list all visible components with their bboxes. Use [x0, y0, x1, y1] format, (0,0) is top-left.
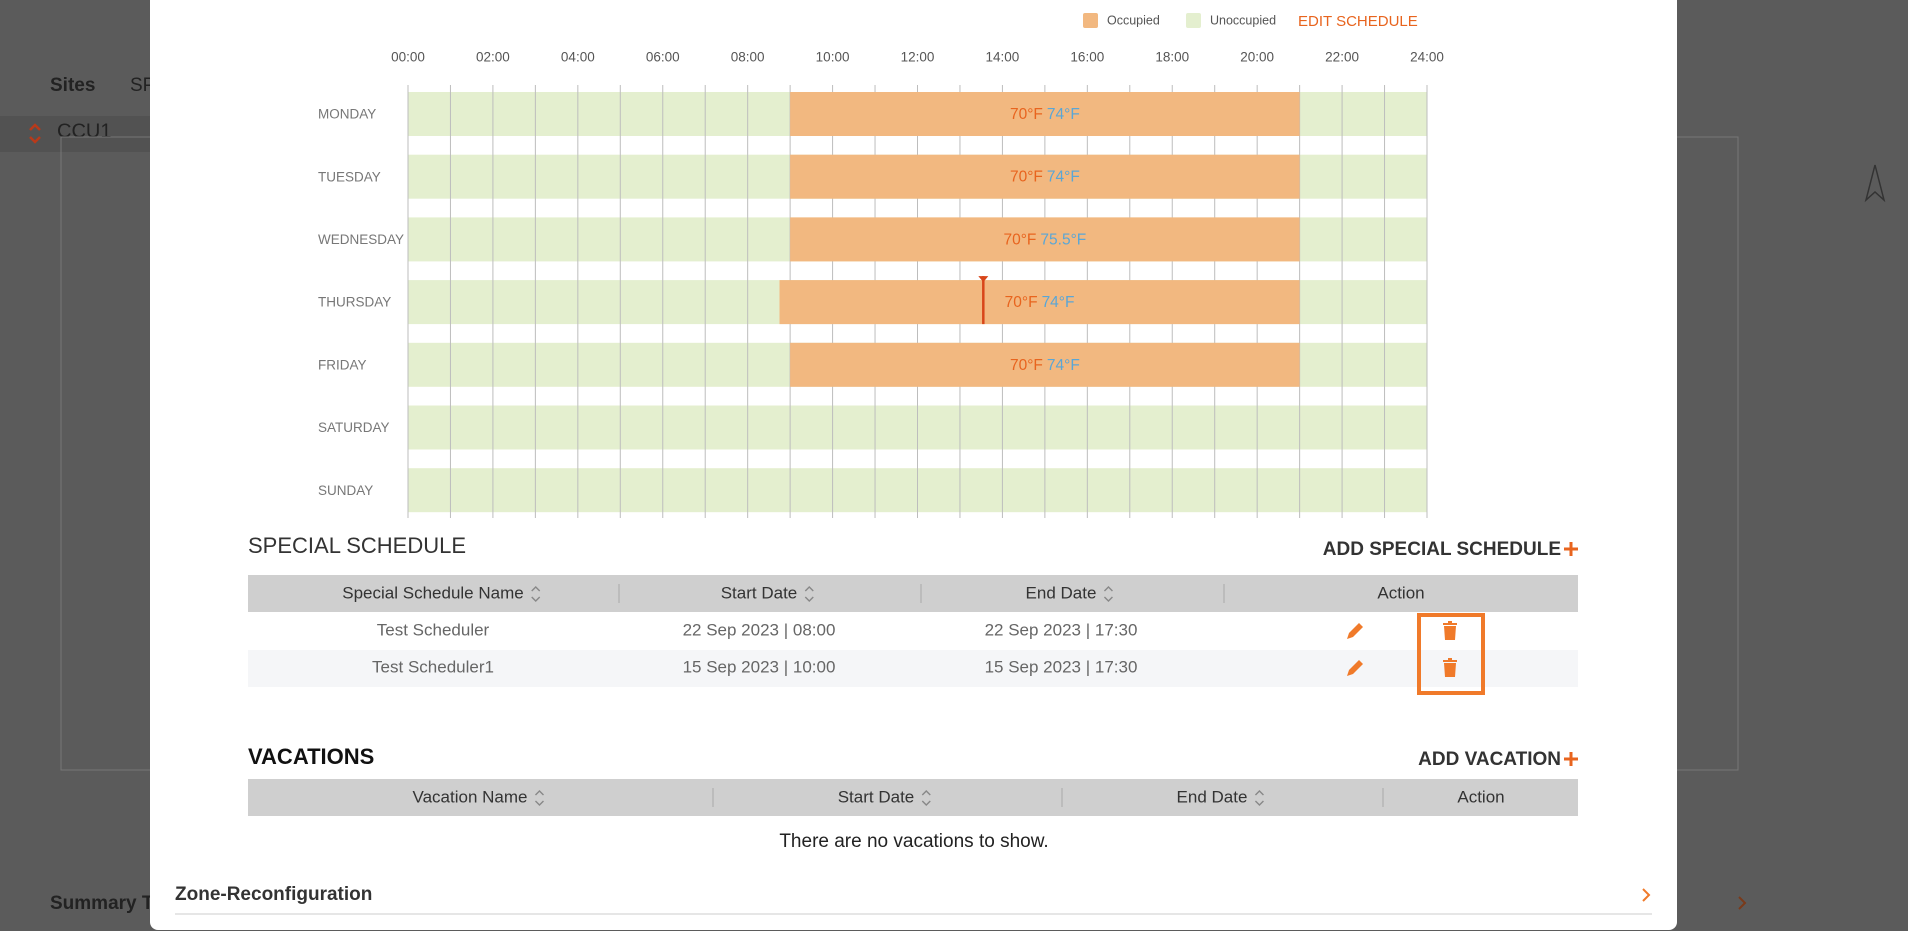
column-header[interactable]: Vacation Name [413, 787, 528, 806]
x-tick-label: 22:00 [1325, 50, 1359, 65]
sort-icon[interactable] [921, 790, 931, 806]
x-tick-label: 00:00 [391, 50, 425, 65]
heating-setpoint: 70°F [1010, 169, 1043, 186]
cooling-setpoint: 74°F [1047, 169, 1080, 186]
empty-message: There are no vacations to show. [779, 831, 1048, 852]
highlight-box [1417, 613, 1485, 695]
cooling-setpoint: 75.5°F [1040, 231, 1086, 248]
x-tick-label: 14:00 [986, 50, 1020, 65]
sort-icon[interactable] [1254, 790, 1264, 806]
column-header: Action [1377, 583, 1424, 602]
chevron[interactable] [1642, 888, 1651, 902]
edit-schedule-button[interactable]: EDIT SCHEDULE [1298, 13, 1418, 30]
sort-icon[interactable] [534, 790, 544, 806]
nav-tab[interactable]: SP [130, 75, 155, 96]
x-tick-label: 02:00 [476, 50, 510, 65]
column-header[interactable]: Start Date [721, 583, 798, 602]
table-cell: 22 Sep 2023 | 08:00 [683, 620, 836, 639]
heating-setpoint: 70°F [1010, 357, 1043, 374]
table-cell: 15 Sep 2023 | 10:00 [683, 657, 836, 676]
chevron-bg [1738, 896, 1747, 910]
column-header[interactable]: End Date [1177, 787, 1248, 806]
plus-icon [1564, 542, 1578, 556]
occupied-block [790, 154, 1300, 199]
temperature-label: 70°F 74°F [1010, 357, 1080, 374]
legend-swatch [1186, 13, 1201, 28]
heating-setpoint: 70°F [1005, 294, 1038, 311]
plus-icon [1564, 752, 1578, 766]
column-header[interactable]: End Date [1026, 583, 1097, 602]
table-cell: 22 Sep 2023 | 17:30 [985, 620, 1138, 639]
sort-icon[interactable] [1103, 586, 1113, 602]
day-label: SATURDAY [318, 420, 390, 435]
edit-icon[interactable] [1347, 660, 1363, 676]
day-label: MONDAY [318, 107, 376, 122]
day-label: WEDNESDAY [318, 232, 404, 247]
cooling-setpoint: 74°F [1047, 106, 1080, 123]
x-tick-label: 10:00 [816, 50, 850, 65]
column-header: Action [1457, 787, 1504, 806]
x-tick-label: 08:00 [731, 50, 765, 65]
heating-setpoint: 70°F [1003, 231, 1036, 248]
occupied-block [790, 217, 1300, 262]
x-tick-label: 04:00 [561, 50, 595, 65]
table-cell: 15 Sep 2023 | 17:30 [985, 657, 1138, 676]
column-header[interactable]: Special Schedule Name [342, 583, 523, 602]
legend-swatch [1083, 13, 1098, 28]
edit-icon[interactable] [1347, 623, 1363, 639]
add-vacation-button[interactable]: ADD VACATION [1418, 749, 1561, 770]
occupied-block [779, 280, 1300, 325]
section-link[interactable]: Zone-Reconfiguration [175, 884, 372, 905]
delete-icon[interactable] [1443, 658, 1457, 677]
x-tick-label: 18:00 [1155, 50, 1189, 65]
temperature-label: 70°F 74°F [1005, 294, 1075, 311]
ccu-arrows [29, 123, 41, 144]
ccu-name[interactable]: CCU1 [57, 120, 111, 142]
occupied-block [790, 342, 1300, 387]
day-label: THURSDAY [318, 295, 391, 310]
compass [1864, 164, 1886, 203]
legend-label: Unoccupied [1210, 13, 1276, 27]
table-header [248, 575, 1578, 612]
day-label: FRIDAY [318, 357, 367, 372]
summary-title: Summary T [50, 893, 154, 914]
temperature-label: 70°F 74°F [1010, 106, 1080, 123]
x-tick-label: 06:00 [646, 50, 680, 65]
cooling-setpoint: 74°F [1042, 294, 1075, 311]
column-header[interactable]: Start Date [838, 787, 915, 806]
temperature-label: 70°F 74°F [1010, 169, 1080, 186]
table-header [248, 779, 1578, 816]
section-title: VACATIONS [248, 744, 374, 769]
section-title: SPECIAL SCHEDULE [248, 533, 466, 558]
x-tick-label: 20:00 [1240, 50, 1274, 65]
occupied-block [790, 92, 1300, 136]
x-tick-label: 24:00 [1410, 50, 1444, 65]
nav-sites[interactable]: Sites [50, 75, 95, 96]
day-label: TUESDAY [318, 169, 381, 184]
x-tick-label: 12:00 [901, 50, 935, 65]
x-tick-label: 16:00 [1070, 50, 1104, 65]
delete-icon[interactable] [1443, 621, 1457, 640]
ccu-bar [0, 116, 150, 152]
sort-icon[interactable] [804, 586, 814, 602]
table-cell: Test Scheduler1 [372, 657, 494, 676]
sort-icon[interactable] [531, 586, 541, 602]
heating-setpoint: 70°F [1010, 106, 1043, 123]
current-time-cap [978, 276, 989, 283]
table-cell: Test Scheduler [377, 620, 490, 639]
day-label: SUNDAY [318, 483, 373, 498]
cooling-setpoint: 74°F [1047, 357, 1080, 374]
legend-label: Occupied [1107, 13, 1160, 27]
temperature-label: 70°F 75.5°F [1003, 231, 1086, 248]
add-special-schedule-button[interactable]: ADD SPECIAL SCHEDULE [1323, 539, 1561, 560]
